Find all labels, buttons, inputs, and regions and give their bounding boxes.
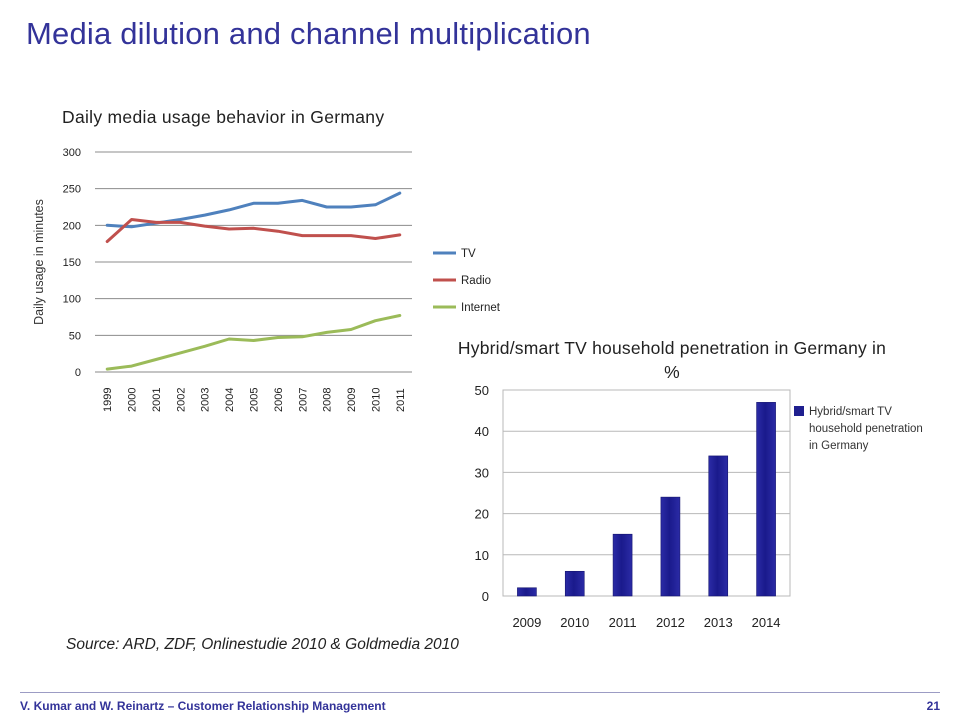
y-tick-label: 150 — [63, 257, 81, 269]
legend-label-tv: TV — [461, 248, 476, 260]
x-tick-label: 2014 — [752, 615, 781, 630]
bar-2013 — [708, 455, 729, 597]
bar-2009 — [517, 587, 537, 597]
bar-2012 — [660, 496, 681, 597]
legend-swatch — [794, 406, 804, 416]
y-tick-label: 40 — [475, 424, 489, 439]
x-tick-label: 2010 — [560, 615, 589, 630]
legend-label: Hybrid/smart TV — [809, 406, 892, 418]
y-tick-label: 50 — [475, 383, 489, 398]
slide-title: Media dilution and channel multiplicatio… — [26, 16, 591, 51]
y-tick-label: 250 — [63, 184, 81, 196]
legend-label: household penetration — [809, 423, 923, 435]
x-tick-label: 2013 — [704, 615, 733, 630]
bar-2014 — [756, 402, 776, 597]
x-tick-label: 2004 — [224, 388, 236, 412]
x-tick-label: 2012 — [656, 615, 685, 630]
x-tick-label: 2009 — [346, 388, 358, 412]
y-tick-label: 20 — [475, 507, 489, 522]
x-tick-label: 2005 — [249, 388, 261, 412]
y-tick-label: 300 — [63, 147, 81, 159]
y-tick-label: 0 — [482, 589, 489, 604]
y-tick-label: 0 — [75, 367, 81, 379]
y-tick-label: 200 — [63, 220, 81, 232]
source-note: Source: ARD, ZDF, Onlinestudie 2010 & Go… — [66, 636, 459, 653]
legend-label: in Germany — [809, 440, 869, 452]
footer-credit: V. Kumar and W. Reinartz – Customer Rela… — [20, 699, 386, 713]
smart-tv-chart-title: Hybrid/smart TV household penetration in… — [457, 338, 887, 382]
plot-area-frame — [502, 389, 791, 597]
x-tick-label: 2010 — [370, 388, 382, 412]
legend-label-internet: Internet — [461, 302, 501, 314]
x-tick-label: 2002 — [175, 388, 187, 412]
x-tick-label: 2009 — [512, 615, 541, 630]
y-axis-title: Daily usage in minutes — [32, 199, 46, 325]
x-tick-label: 2007 — [297, 388, 309, 412]
x-tick-label: 2008 — [322, 388, 334, 412]
x-tick-label: 2001 — [151, 388, 163, 412]
x-tick-label: 2011 — [395, 388, 407, 412]
legend-label-radio: Radio — [461, 275, 491, 287]
bar-2011 — [612, 533, 633, 597]
series-line-radio — [105, 218, 402, 243]
y-tick-label: 10 — [475, 548, 489, 563]
x-tick-label: 2000 — [127, 388, 139, 412]
series-line-internet — [105, 314, 402, 371]
x-tick-label: 2003 — [200, 388, 212, 412]
y-tick-label: 100 — [63, 294, 81, 306]
x-tick-label: 2011 — [609, 615, 637, 630]
x-tick-label: 2006 — [273, 388, 285, 412]
x-tick-label: 1999 — [102, 388, 114, 412]
y-tick-label: 50 — [69, 330, 81, 342]
bar-2010 — [564, 570, 585, 597]
page-number: 21 — [926, 699, 940, 713]
footer-divider — [20, 692, 940, 693]
media-usage-chart-title: Daily media usage behavior in Germany — [62, 107, 385, 127]
y-tick-label: 30 — [475, 465, 489, 480]
